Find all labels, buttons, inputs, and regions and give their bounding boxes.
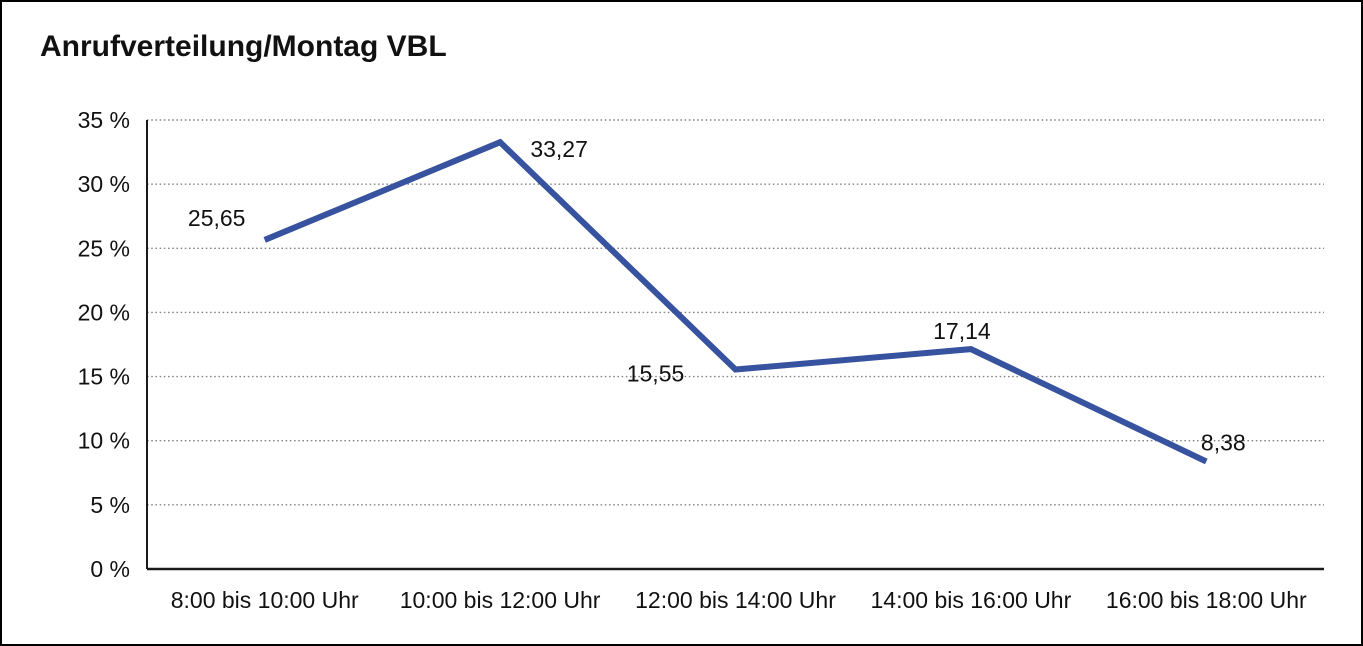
y-tick-label: 25 %	[78, 235, 130, 261]
series-line	[263, 138, 1208, 465]
x-tick-label: 8:00 bis 10:00 Uhr	[171, 587, 359, 613]
data-point-label: 15,55	[627, 361, 685, 387]
y-tick-label: 0 %	[90, 556, 130, 582]
data-point-label: 25,65	[188, 205, 246, 231]
x-tick-label: 14:00 bis 16:00 Uhr	[871, 587, 1072, 613]
x-tick-label: 16:00 bis 18:00 Uhr	[1106, 587, 1307, 613]
y-tick-label: 20 %	[78, 299, 130, 325]
x-tick-label: 10:00 bis 12:00 Uhr	[400, 587, 601, 613]
y-tick-label: 5 %	[90, 492, 130, 518]
y-tick-label: 35 %	[78, 107, 130, 133]
y-tick-label: 10 %	[78, 428, 130, 454]
data-point-label: 33,27	[530, 136, 588, 162]
chart-title: Anrufverteilung/Montag VBL	[40, 30, 447, 63]
y-tick-label: 15 %	[78, 364, 130, 390]
y-tick-label: 30 %	[78, 171, 130, 197]
data-point-label: 8,38	[1201, 429, 1246, 455]
x-tick-label: 12:00 bis 14:00 Uhr	[635, 587, 836, 613]
data-point-label: 17,14	[933, 318, 991, 344]
